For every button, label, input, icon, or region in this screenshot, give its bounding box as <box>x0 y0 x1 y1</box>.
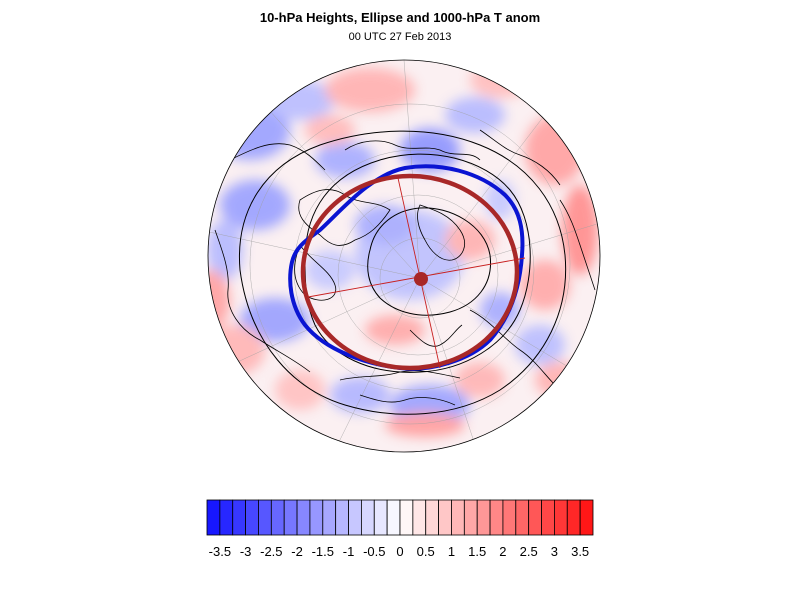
colorbar-swatch <box>386 499 401 536</box>
colorbar-swatch <box>528 499 542 536</box>
map-title: 10-hPa Heights, Ellipse and 1000-hPa T a… <box>259 10 541 25</box>
colorbar-tick-label: 3 <box>550 544 559 559</box>
colorbar-swatch <box>438 499 452 536</box>
colorbar-swatch <box>373 499 388 536</box>
height-contour-middle <box>304 153 531 373</box>
colorbar-swatch <box>283 499 298 536</box>
colorbar-swatch <box>541 499 555 536</box>
colorbar-swatch <box>296 499 311 536</box>
colorbar-swatch <box>451 499 465 536</box>
colorbar-tick-label: -2 <box>291 544 303 559</box>
colorbar-swatch <box>412 499 427 536</box>
vortex-centroid <box>414 272 428 286</box>
colorbar-tick-label: -3 <box>239 544 252 559</box>
colorbar-swatch <box>245 499 259 536</box>
colorbar-swatch <box>579 499 594 536</box>
colorbar-tick-label: 2.5 <box>519 544 538 559</box>
colorbar-swatch <box>206 499 221 536</box>
polar-stereographic-map <box>207 59 601 453</box>
colorbar-swatch <box>219 499 234 536</box>
colorbar-tick-label: 1 <box>447 544 456 559</box>
colorbar-swatch <box>425 499 440 536</box>
colorbar-swatch <box>348 499 362 536</box>
colorbar-tick-label: -1.5 <box>311 544 334 559</box>
colorbar-swatch <box>309 499 324 536</box>
colorbar-tick-label: -3.5 <box>208 544 232 559</box>
colorbar-tick-label: -2.5 <box>260 544 283 559</box>
colorbar-swatch <box>322 499 337 536</box>
colorbar-tick-label: -1 <box>342 544 355 559</box>
height-contours <box>238 130 567 415</box>
colorbar-swatch <box>399 499 414 536</box>
height-contour-inner <box>367 207 492 316</box>
colorbar-swatch <box>476 499 491 536</box>
colorbar-swatch <box>270 499 285 536</box>
colorbar-tick-label: 3.5 <box>571 544 590 559</box>
colorbar-tick-label: 2 <box>499 544 507 559</box>
colorbar-swatch <box>463 499 478 536</box>
height-contour-outer <box>238 130 567 415</box>
coastlines <box>214 129 596 406</box>
colorbar-swatch <box>489 499 504 536</box>
colorbar-swatch <box>515 499 530 536</box>
colorbar-swatch <box>360 499 375 536</box>
vortex-ellipse <box>300 173 520 371</box>
globe-outline <box>207 59 601 453</box>
colorbar-swatch <box>232 499 247 536</box>
colorbar-swatch <box>502 499 517 536</box>
colorbar-swatch <box>554 499 568 536</box>
colorbar-swatch <box>566 499 581 536</box>
colorbar-tick-label: 0 <box>396 544 404 559</box>
colorbar-tick-label: 1.5 <box>468 544 487 559</box>
colorbar-swatch <box>258 499 272 536</box>
colorbar-tick-label: -0.5 <box>363 544 386 559</box>
colorbar-swatch <box>335 499 349 536</box>
map-subtitle: 00 UTC 27 Feb 2013 <box>348 31 452 43</box>
colorbar-tick-label: 0.5 <box>416 544 435 559</box>
